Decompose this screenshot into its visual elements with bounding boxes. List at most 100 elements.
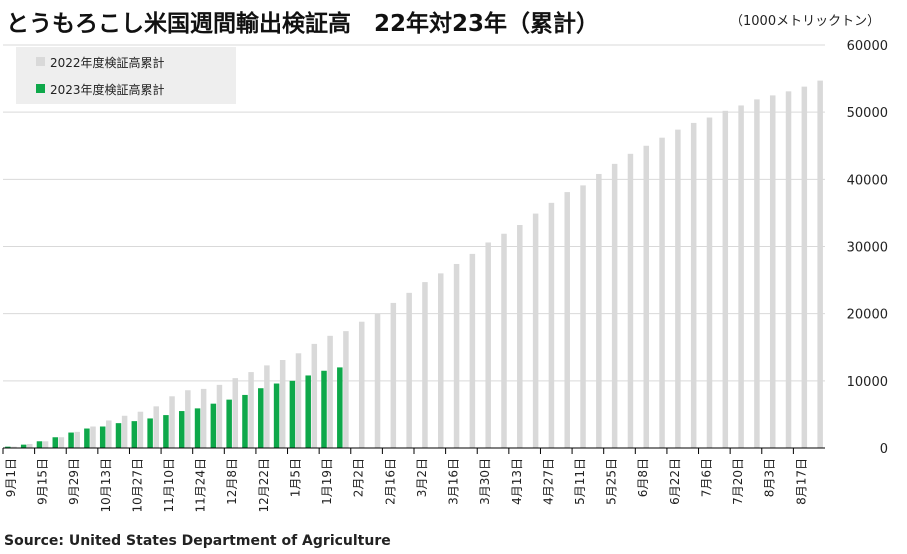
legend-label-2022: 2022年度検証高累計 <box>50 56 165 70</box>
x-tick-label: 3月30日 <box>478 458 492 505</box>
bar-2023 <box>258 388 264 448</box>
bar-2022 <box>390 302 397 448</box>
bar-2022 <box>801 86 808 448</box>
legend: 2022年度検証高累計 2023年度検証高累計 <box>16 47 236 104</box>
bar-2022 <box>343 331 349 448</box>
bar-2022 <box>264 365 270 448</box>
y-tick-label: 50000 <box>847 106 888 121</box>
bar-2022 <box>279 360 286 448</box>
bar-2022 <box>185 390 191 448</box>
bar-2022 <box>517 225 523 448</box>
bar-2023 <box>210 403 217 448</box>
x-tick-label: 1月5日 <box>288 458 302 497</box>
bar-2022 <box>453 263 460 448</box>
bar-2022 <box>358 321 365 448</box>
bar-2022 <box>817 80 823 449</box>
bar-2022 <box>248 372 254 448</box>
bar-2022 <box>596 173 602 448</box>
x-tick-label: 10月13日 <box>99 458 113 513</box>
bar-2022 <box>627 153 634 448</box>
bar-2023 <box>163 415 169 448</box>
x-tick-label: 3月2日 <box>415 458 429 497</box>
bar-2022 <box>200 388 207 448</box>
bar-2023 <box>68 432 74 448</box>
bar-2023 <box>52 437 59 448</box>
x-tick-label: 4月13日 <box>510 458 524 505</box>
bar-2022 <box>121 415 128 448</box>
bar-2022 <box>137 411 144 448</box>
bar-2022 <box>675 129 681 448</box>
bar-2023 <box>226 399 232 448</box>
bar-2022 <box>706 117 713 448</box>
bar-2022 <box>406 292 412 448</box>
chart-title: とうもろこし米国週間輸出検証高 22年対23年（累計） <box>6 11 600 37</box>
bar-2023 <box>242 394 248 448</box>
bar-2022 <box>690 122 697 448</box>
x-tick-label: 1月19日 <box>320 458 334 505</box>
bar-2022 <box>153 406 159 448</box>
bar-2022 <box>295 353 302 448</box>
bar-2023 <box>20 444 27 448</box>
bar-2022 <box>27 443 33 448</box>
x-tick-label: 11月24日 <box>194 458 208 513</box>
x-tick-label: 9月1日 <box>4 458 18 497</box>
bar-2022 <box>422 282 428 448</box>
bar-2022 <box>643 145 650 448</box>
source-note: Source: United States Department of Agri… <box>4 533 391 549</box>
bar-2023 <box>115 423 122 448</box>
bar-2023 <box>289 380 296 448</box>
bar-2022 <box>548 202 555 448</box>
bar-2022 <box>532 213 539 448</box>
x-tick-label: 10月27日 <box>130 458 144 513</box>
bar-2022 <box>438 273 444 448</box>
bar-2023 <box>178 411 185 448</box>
bar-2022 <box>327 335 333 448</box>
y-tick-label: 30000 <box>847 241 888 256</box>
x-tick-label: 2月16日 <box>383 458 397 505</box>
unit-label: （1000メトリックトン） <box>730 14 881 29</box>
bar-2023 <box>194 408 201 448</box>
bar-2022 <box>374 313 381 448</box>
x-tick-label: 7月6日 <box>699 458 713 497</box>
bar-2022 <box>232 378 239 448</box>
bar-2023 <box>321 370 327 448</box>
x-tick-label: 7月20日 <box>731 458 745 505</box>
x-tick-label: 11月10日 <box>162 458 176 513</box>
bar-2023 <box>36 441 43 448</box>
bar-2023 <box>99 426 106 448</box>
x-tick-label: 8月3日 <box>763 458 777 497</box>
bar-2022 <box>754 99 760 448</box>
legend-swatch-2022 <box>36 57 45 66</box>
bar-2022 <box>611 163 618 448</box>
bar-2022 <box>11 446 17 448</box>
x-tick-label: 12月8日 <box>225 458 239 505</box>
bar-2022 <box>769 95 776 448</box>
bar-2023 <box>273 383 280 448</box>
bar-2022 <box>580 185 586 448</box>
bar-2022 <box>311 343 318 448</box>
x-tick-label: 6月22日 <box>668 458 682 505</box>
legend-swatch-2023 <box>36 84 45 93</box>
x-tick-label: 2月2日 <box>352 458 366 497</box>
y-tick-label: 40000 <box>847 173 888 188</box>
bar-2022 <box>485 242 491 448</box>
bar-2023 <box>5 446 11 448</box>
bar-2022 <box>469 253 476 448</box>
bar-2022 <box>738 105 744 448</box>
legend-label-2023: 2023年度検証高累計 <box>50 83 165 97</box>
bar-2023 <box>147 418 153 448</box>
bar-2022 <box>216 384 223 448</box>
x-tick-label: 12月22日 <box>257 458 271 513</box>
bar-2022 <box>785 91 792 448</box>
y-tick-label: 20000 <box>847 308 888 323</box>
bar-2022 <box>501 233 507 448</box>
x-tick-label: 8月17日 <box>794 458 808 505</box>
y-tick-label: 60000 <box>847 39 888 54</box>
bar-2022 <box>42 441 49 448</box>
x-tick-label: 9月15日 <box>36 458 50 505</box>
x-tick-label: 3月16日 <box>447 458 461 505</box>
x-tick-label: 4月27日 <box>541 458 555 505</box>
bar-2022 <box>169 396 175 448</box>
bar-2022 <box>564 192 570 448</box>
